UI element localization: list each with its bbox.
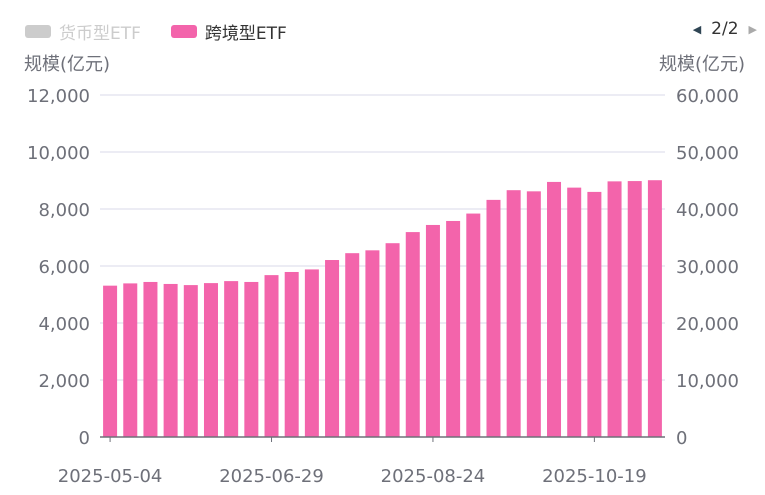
legend-item-cross-border-etf[interactable]: 跨境型ETF <box>170 19 287 44</box>
bar <box>264 275 279 437</box>
left-axis-unit: 规模(亿元) <box>24 54 111 75</box>
bar <box>405 232 420 437</box>
bar <box>567 187 582 437</box>
right-axis-unit: 规模(亿元) <box>658 54 745 75</box>
page-indicator: 2/2 <box>711 19 739 39</box>
bar <box>526 191 541 437</box>
legend: 货币型ETF 跨境型ETF <box>25 19 287 44</box>
bar <box>143 281 158 437</box>
x-tick-label: 2025-06-29 <box>219 466 324 487</box>
bar <box>224 281 239 437</box>
x-tick-label: 2025-08-24 <box>381 466 486 487</box>
y-right-tick-label: 40,000 <box>676 200 739 221</box>
bar <box>304 269 319 437</box>
bar <box>385 243 400 437</box>
bar <box>547 181 562 437</box>
bar <box>425 224 440 437</box>
legend-item-money-etf[interactable]: 货币型ETF <box>25 19 141 44</box>
bar <box>365 250 380 437</box>
bar <box>123 283 138 437</box>
bar <box>163 283 178 437</box>
prev-page-icon[interactable]: ◀ <box>692 22 702 36</box>
bar <box>325 260 340 437</box>
legend-label-cross-border-etf: 跨境型ETF <box>204 24 287 44</box>
bar <box>466 213 481 437</box>
y-left-tick-label: 12,000 <box>27 86 90 107</box>
y-right-tick-label: 60,000 <box>676 86 739 107</box>
bar <box>284 271 299 437</box>
x-tick-label: 2025-05-04 <box>58 466 163 487</box>
y-left-tick-label: 6,000 <box>38 257 90 278</box>
x-tick-label: 2025-10-19 <box>542 466 647 487</box>
legend-swatch-money-etf <box>25 25 51 38</box>
y-left-tick-label: 8,000 <box>38 200 90 221</box>
bar <box>647 180 662 437</box>
bar <box>506 190 521 437</box>
y-left-tick-label: 10,000 <box>27 143 90 164</box>
legend-swatch-cross-border-etf <box>170 25 197 38</box>
y-left-tick-label: 4,000 <box>38 314 90 335</box>
bar <box>203 283 218 437</box>
bar <box>607 181 622 437</box>
y-left-tick-label: 2,000 <box>38 371 90 392</box>
bar <box>627 181 642 437</box>
legend-pager: ◀ 2/2 ▶ <box>693 19 757 39</box>
y-left-tick-label: 0 <box>79 428 90 449</box>
bar <box>103 285 118 437</box>
bar <box>486 199 501 437</box>
bar <box>587 191 602 437</box>
bar <box>244 281 259 437</box>
y-right-tick-label: 10,000 <box>676 371 739 392</box>
y-right-tick-label: 20,000 <box>676 314 739 335</box>
legend-label-money-etf: 货币型ETF <box>59 24 141 44</box>
bar <box>446 220 461 437</box>
next-page-icon[interactable]: ▶ <box>748 22 757 36</box>
y-right-tick-label: 50,000 <box>676 143 739 164</box>
y-right-tick-label: 30,000 <box>676 257 739 278</box>
bar <box>345 253 360 437</box>
y-right-tick-label: 0 <box>676 428 687 449</box>
bar <box>183 285 198 437</box>
